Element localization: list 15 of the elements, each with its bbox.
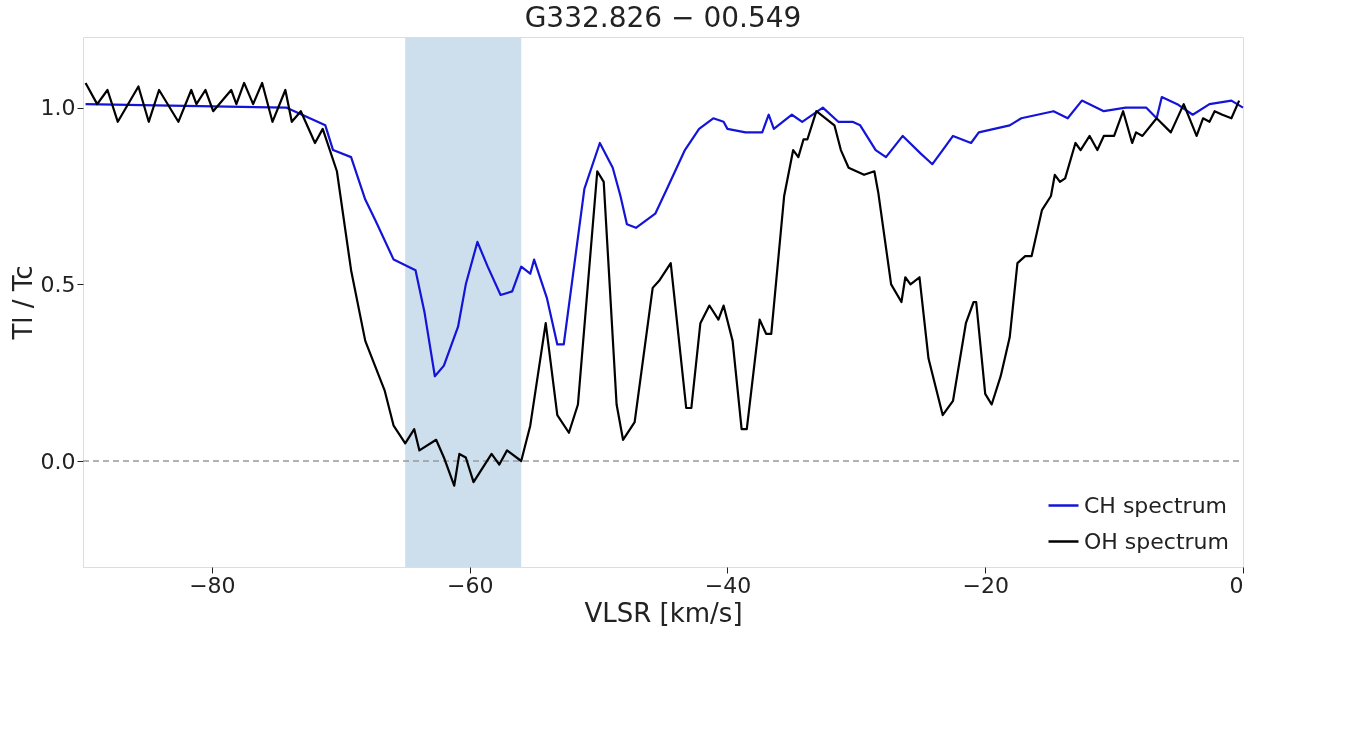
y-tick-label: 1.0 xyxy=(40,95,76,121)
y-tick-label: 0.5 xyxy=(40,271,76,297)
line-series xyxy=(84,95,1245,378)
x-tick-label: 0 xyxy=(1229,572,1244,598)
legend-label: CH spectrum xyxy=(1084,492,1227,518)
y-axis-title: Tl / Tc xyxy=(7,265,38,341)
x-tick-label: −20 xyxy=(962,572,1009,598)
legend-label: OH spectrum xyxy=(1084,528,1229,554)
x-tick-label: −60 xyxy=(446,572,494,598)
chart-title: G332.826 − 00.549 xyxy=(524,1,802,34)
x-tick-label: −40 xyxy=(704,572,752,598)
line-series xyxy=(84,81,1241,487)
x-tick-label: −80 xyxy=(189,572,236,598)
x-axis-title: VLSR [km/s] xyxy=(584,597,743,628)
y-tick-label: 0.0 xyxy=(40,448,76,474)
